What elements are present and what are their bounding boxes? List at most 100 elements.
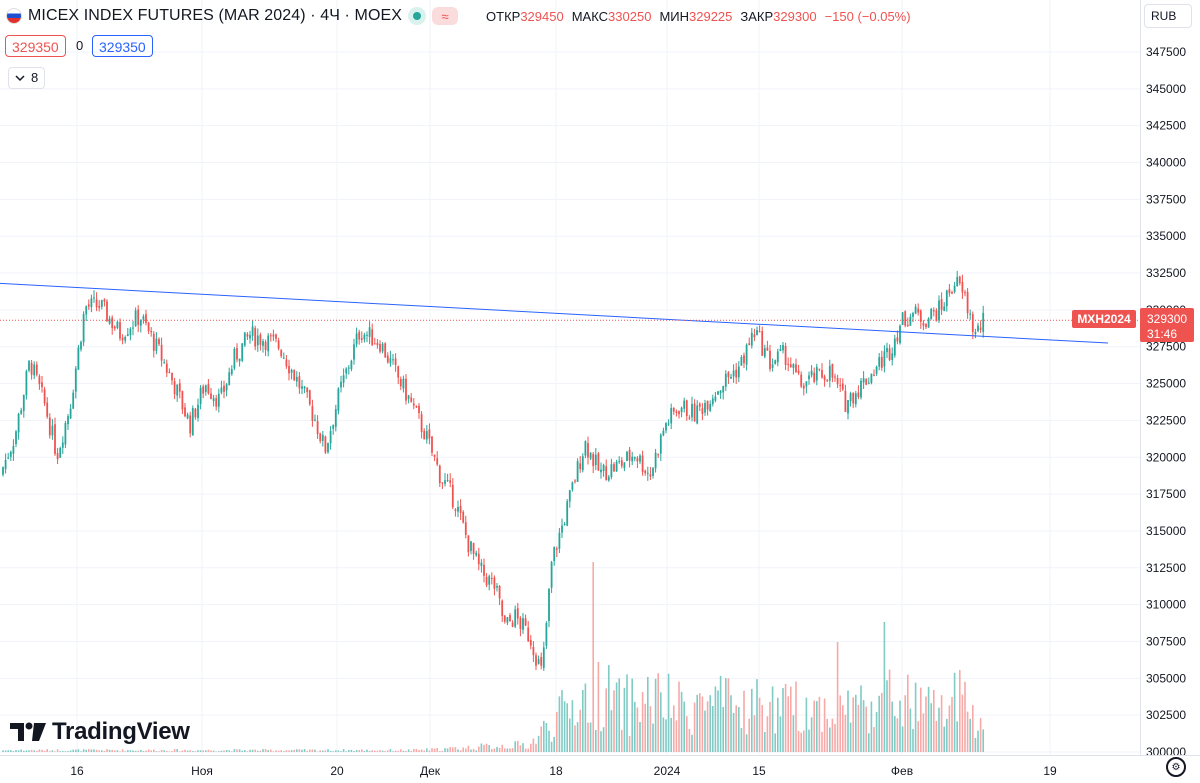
symbol-label: MXH2024 <box>1077 312 1131 326</box>
delay-wave-icon[interactable]: ≈ <box>432 7 459 25</box>
volume-bar <box>329 750 332 752</box>
candle-body <box>230 368 233 375</box>
volume-bar <box>592 562 594 752</box>
volume-bar <box>301 749 303 752</box>
candle-body <box>779 349 782 352</box>
candle-body <box>462 511 465 523</box>
volume-bar <box>67 751 69 752</box>
volume-bar <box>322 750 324 752</box>
candle-body <box>199 387 202 404</box>
candle-body <box>51 425 54 436</box>
volume-bar <box>738 707 740 752</box>
volume-bar <box>166 750 168 752</box>
volume-bar <box>402 750 405 752</box>
volume-bar <box>12 751 15 752</box>
volume-bar <box>350 749 353 752</box>
volume-bar <box>792 715 795 752</box>
volume-bar <box>428 750 431 752</box>
close-label: ЗАКР <box>740 8 774 24</box>
open-label: ОТКР <box>486 8 521 24</box>
settings-gear-icon[interactable]: ⚙ <box>1166 757 1186 777</box>
russia-flag-icon <box>6 8 22 24</box>
candle-body <box>360 338 363 340</box>
price-tick-label: 345000 <box>1146 82 1186 96</box>
volume-bar <box>15 750 17 752</box>
volume-bar <box>725 678 727 752</box>
volume-bar <box>478 746 480 752</box>
tradingview-logo[interactable]: TradingView <box>10 718 190 746</box>
volume-bar <box>579 709 581 752</box>
volume-bar <box>111 749 113 752</box>
price-tick-label: 315000 <box>1146 524 1186 538</box>
candle-body <box>758 331 761 333</box>
volume-bar <box>454 747 457 752</box>
candle-body <box>711 398 714 405</box>
volume-bar <box>756 679 758 752</box>
volume-bar <box>262 749 264 752</box>
candle-body <box>948 289 951 294</box>
volume-bar <box>870 701 873 752</box>
price-axis[interactable]: 347500 345000 342500 340000 337500 335000 3325… <box>1140 0 1200 783</box>
candle-body <box>407 395 410 399</box>
candle-body <box>805 381 808 387</box>
volume-bar <box>602 727 605 752</box>
volume-bar <box>251 749 254 752</box>
indicators-toggle[interactable]: 8 <box>8 67 46 89</box>
candle-body <box>901 312 904 326</box>
candle-body <box>969 313 972 315</box>
volume-bar <box>4 750 7 752</box>
candle-body <box>425 431 428 440</box>
candle-body <box>493 577 496 589</box>
volume-bar <box>524 748 527 752</box>
candle-body <box>212 398 215 402</box>
volume-bar <box>56 749 59 752</box>
symbol-title[interactable]: MICEX INDEX FUTURES (MAR 2024) · 4Ч · MO… <box>28 7 403 24</box>
candle-body <box>503 615 506 622</box>
candle-body <box>831 363 834 378</box>
sell-button[interactable]: 329350 <box>5 35 66 57</box>
buy-button[interactable]: 329350 <box>92 35 153 57</box>
candle-body <box>701 408 704 414</box>
candle-body <box>277 340 280 349</box>
volume-bar <box>821 731 823 752</box>
candle-body <box>620 460 623 466</box>
candle-body <box>249 335 251 339</box>
volume-bar <box>548 730 550 752</box>
candle-body <box>696 405 699 424</box>
candle-body <box>675 411 678 413</box>
candle-body <box>750 332 753 346</box>
currency-select[interactable]: RUB <box>1144 4 1192 28</box>
candle-body <box>327 442 329 453</box>
volume-bar <box>446 748 449 752</box>
candle-body <box>483 564 485 576</box>
candle-body <box>906 324 909 326</box>
candle-body <box>321 434 324 441</box>
volume-bar <box>977 730 979 752</box>
volume-bar <box>64 751 67 752</box>
candle-body <box>332 424 335 429</box>
ohlc-values: ОТКР 329450 МАКС 330250 МИН 329225 ЗАКР 3293… <box>478 9 911 24</box>
candle-body <box>33 364 36 376</box>
candle-body <box>662 430 665 436</box>
volume-bar <box>732 712 735 752</box>
candle-body <box>935 310 938 322</box>
volume-bar <box>205 750 207 752</box>
trend-line[interactable] <box>0 282 1109 344</box>
candle-body <box>204 385 207 393</box>
volume-bar <box>259 750 262 752</box>
candle-body <box>652 467 654 476</box>
volume-bar <box>439 751 441 752</box>
candle-body <box>345 368 348 374</box>
volume-bar <box>628 735 631 752</box>
spread-value: 0 <box>76 38 84 53</box>
candle-body <box>966 291 969 314</box>
price-tick-label: 300000 <box>1146 745 1186 759</box>
candle-body <box>93 297 95 299</box>
price-tick-label: 317500 <box>1146 487 1186 501</box>
candle-body <box>886 347 888 353</box>
time-axis[interactable]: 16 Ноя 20 Дек 18 2024 15 Фев 19 <box>0 755 1200 779</box>
volume-bar <box>550 741 553 752</box>
candle-body <box>810 370 813 376</box>
volume-bar <box>907 674 909 752</box>
